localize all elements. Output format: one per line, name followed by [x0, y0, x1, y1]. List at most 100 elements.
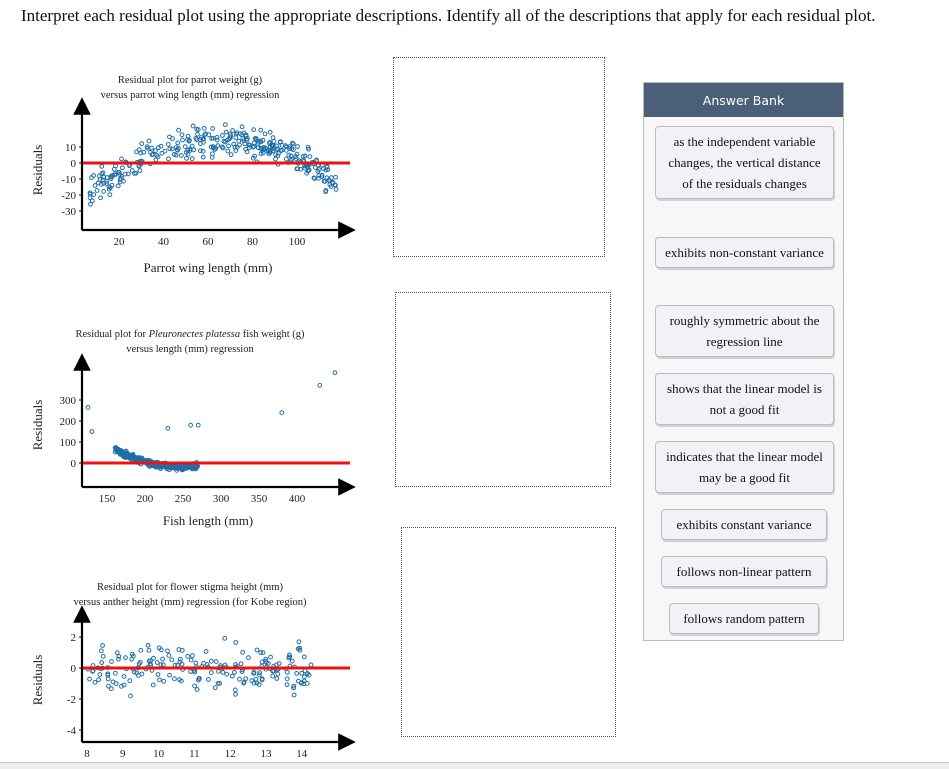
- residual-point: [182, 144, 188, 150]
- residual-point: [149, 145, 154, 151]
- residual-point: [88, 201, 93, 207]
- residual-point: [155, 672, 161, 677]
- residual-point: [174, 147, 180, 153]
- x-tick-label: 150: [99, 493, 116, 505]
- x-tick-label: 20: [114, 236, 126, 248]
- residual-point: [270, 135, 276, 141]
- residual-point: [184, 155, 189, 161]
- residual-point: [92, 679, 98, 685]
- answer-chip[interactable]: follows non-linear pattern: [661, 556, 827, 587]
- residual-point: [119, 165, 125, 171]
- residual-point: [108, 174, 114, 180]
- y-tick-label: -10: [61, 174, 76, 186]
- residual-point: [287, 652, 292, 658]
- residual-point: [294, 670, 300, 676]
- residual-point: [167, 146, 173, 152]
- answer-chip[interactable]: indicates that the linear model may be a…: [655, 441, 834, 493]
- residual-point: [297, 647, 303, 653]
- residual-point: [308, 662, 314, 668]
- residual-point: [179, 661, 185, 667]
- residual-point: [160, 662, 166, 668]
- residual-point: [122, 453, 127, 459]
- residual-point: [274, 676, 280, 681]
- x-tick-label: 100: [289, 236, 306, 248]
- answer-chip[interactable]: roughly symmetric about the regression l…: [655, 305, 834, 357]
- residual-point: [298, 166, 303, 172]
- residual-point: [176, 647, 182, 652]
- residual-point: [210, 151, 215, 157]
- residual-point: [238, 661, 244, 667]
- drop-zone-fish[interactable]: [395, 292, 611, 487]
- residual-point: [129, 656, 135, 662]
- residual-point: [327, 182, 333, 187]
- residual-point: [194, 126, 200, 132]
- residual-point: [101, 181, 107, 186]
- residual-point: [277, 139, 283, 145]
- residual-point: [236, 138, 242, 144]
- residual-point: [105, 676, 111, 682]
- residual-point: [296, 639, 302, 645]
- residual-point: [98, 648, 104, 654]
- residual-point: [154, 153, 160, 158]
- residual-point: [190, 653, 195, 659]
- residual-point: [165, 425, 171, 431]
- answer-chip[interactable]: shows that the linear model is not a goo…: [655, 373, 834, 425]
- x-tick-label: 80: [247, 236, 259, 248]
- drop-zone-flower[interactable]: [401, 527, 616, 737]
- residual-point: [230, 128, 236, 133]
- x-tick-label: 300: [213, 493, 230, 505]
- residual-point: [270, 673, 276, 679]
- residual-point: [229, 673, 235, 679]
- x-tick-label: 11: [189, 748, 200, 760]
- residual-point: [115, 183, 121, 189]
- residual-point: [166, 653, 172, 658]
- answer-chip[interactable]: follows random pattern: [669, 603, 819, 634]
- residual-point: [253, 136, 259, 142]
- plot-title: Residual plot for parrot weight (g): [118, 75, 263, 86]
- residual-point: [295, 144, 300, 149]
- residual-point: [136, 661, 142, 667]
- residual-point: [100, 653, 106, 659]
- residual-point: [301, 654, 307, 660]
- residual-point: [316, 167, 322, 172]
- residual-plots: Residual plot for parrot weight (g) vers…: [30, 75, 356, 760]
- y-tick-label: -30: [61, 206, 76, 218]
- residual-point: [162, 148, 168, 154]
- residual-point: [158, 647, 164, 653]
- answer-chip[interactable]: exhibits constant variance: [661, 509, 827, 540]
- residual-point: [129, 168, 135, 173]
- drop-zone-parrot[interactable]: [393, 57, 605, 257]
- x-tick-label: 14: [296, 748, 308, 760]
- residual-point: [110, 679, 116, 685]
- residual-point: [104, 181, 109, 186]
- residual-point: [206, 132, 212, 138]
- residual-point: [118, 450, 124, 456]
- residual-point: [256, 672, 262, 678]
- residual-point: [201, 139, 206, 145]
- residual-point: [127, 678, 133, 684]
- residual-point: [241, 138, 247, 144]
- residual-point: [193, 660, 199, 666]
- residual-point: [254, 680, 260, 686]
- x-axis-label: Fish length (mm): [163, 513, 253, 528]
- residual-point: [114, 650, 120, 656]
- residual-point: [134, 149, 139, 155]
- residual-point: [106, 683, 111, 689]
- answer-chip[interactable]: as the independent variable changes, the…: [655, 126, 834, 199]
- residual-point: [145, 642, 151, 648]
- residual-point: [165, 142, 171, 147]
- residual-point: [150, 682, 156, 688]
- residual-point: [99, 163, 105, 169]
- residual-point: [208, 670, 214, 675]
- residual-point: [172, 676, 177, 682]
- residual-point: [151, 655, 156, 661]
- residual-point: [295, 166, 301, 172]
- residual-point: [139, 141, 145, 147]
- residual-point: [298, 680, 304, 686]
- residual-point: [255, 141, 261, 147]
- residual-point: [233, 148, 239, 153]
- answer-chip[interactable]: exhibits non-constant variance: [655, 237, 834, 268]
- residual-point: [231, 141, 237, 147]
- residual-point: [289, 658, 295, 664]
- residual-point: [159, 464, 165, 469]
